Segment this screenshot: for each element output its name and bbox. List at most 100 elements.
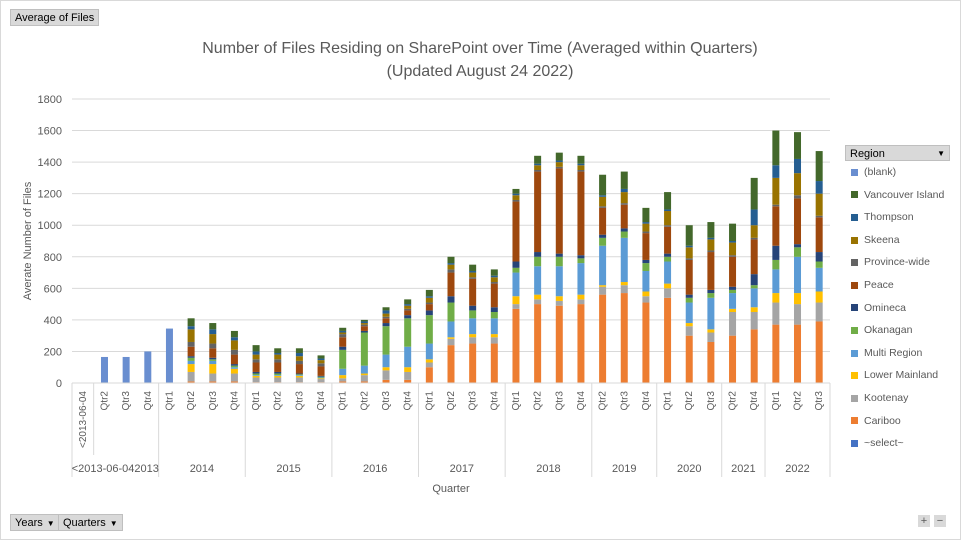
bar-segment-lower-mainland bbox=[469, 334, 477, 338]
dropdown-arrow-icon: ▼ bbox=[109, 519, 118, 528]
bar-segment-okanagan bbox=[490, 312, 498, 319]
legend-item: Vancouver Island bbox=[851, 189, 944, 201]
x-tick-label: Qtr3 bbox=[294, 391, 305, 411]
bar-segment-province-wide bbox=[685, 258, 693, 260]
bar-segment-cariboo bbox=[750, 329, 758, 383]
bar-segment-vancouver-island bbox=[555, 152, 563, 161]
bar-segment-peace bbox=[794, 198, 802, 245]
bar-segment-kootenay bbox=[404, 371, 412, 380]
legend-swatch bbox=[851, 236, 858, 244]
legend-swatch bbox=[851, 417, 858, 425]
bar-segment-thompson bbox=[209, 329, 217, 335]
bar-segment-thompson bbox=[664, 209, 672, 212]
bar-segment-skeena bbox=[490, 277, 498, 283]
bar-segment-thompson bbox=[750, 209, 758, 226]
bar-segment-skeena bbox=[252, 354, 260, 360]
bar-segment-skeena bbox=[295, 356, 303, 361]
year-group-label: 2019 bbox=[612, 463, 636, 475]
x-tick-label: Qtr2 bbox=[99, 391, 110, 411]
bar-segment-thompson bbox=[317, 358, 325, 361]
bar-segment-peace bbox=[209, 348, 217, 358]
bar-segment-vancouver-island bbox=[295, 348, 303, 354]
bar-segment-peace bbox=[187, 346, 195, 357]
bar-segment-vancouver-island bbox=[772, 130, 780, 166]
bar-segment-omineca bbox=[685, 294, 693, 298]
bar-segment-peace bbox=[642, 233, 650, 260]
bar-segment-kootenay bbox=[577, 299, 585, 305]
bar-segment-lower-mainland bbox=[425, 359, 433, 363]
bar-segment-lower-mainland bbox=[577, 294, 585, 300]
bar-segment-omineca bbox=[317, 375, 325, 377]
bar-segment-skeena bbox=[187, 329, 195, 342]
bar-segment-peace bbox=[707, 252, 715, 290]
bar-segment-province-wide bbox=[534, 170, 542, 172]
bar-segment-vancouver-island bbox=[187, 318, 195, 327]
bar-segment-omineca bbox=[707, 289, 715, 294]
bar-segment-okanagan bbox=[815, 261, 823, 268]
bar-segment-lower-mainland bbox=[230, 368, 238, 374]
bar-segment-okanagan bbox=[209, 359, 217, 361]
zoom-in-button[interactable]: + bbox=[918, 515, 930, 527]
bar-segment-peace bbox=[577, 171, 585, 256]
bar-segment-skeena bbox=[707, 239, 715, 251]
legend-swatch bbox=[851, 304, 858, 312]
bar-segment-okanagan bbox=[187, 357, 195, 361]
bar-segment-cariboo bbox=[707, 341, 715, 383]
bar-segment-thompson bbox=[512, 193, 520, 196]
legend-item: (blank) bbox=[851, 166, 896, 178]
bar-segment-lower-mainland bbox=[685, 323, 693, 327]
bar-segment-kootenay bbox=[187, 371, 195, 382]
year-group-label: 2017 bbox=[450, 463, 474, 475]
year-group-label: 2022 bbox=[785, 463, 809, 475]
bar-segment-thompson bbox=[534, 163, 542, 166]
bar-segment-skeena bbox=[729, 242, 737, 256]
bar-segment-vancouver-island bbox=[750, 177, 758, 210]
bar-segment-cariboo bbox=[577, 304, 585, 383]
x-tick-label: Qtr2 bbox=[728, 391, 739, 411]
bar-segment-omineca bbox=[772, 245, 780, 260]
bar-segment-okanagan bbox=[577, 258, 585, 264]
bar-segment-kootenay bbox=[447, 338, 455, 346]
zoom-out-button[interactable]: − bbox=[934, 515, 946, 527]
legend-swatch bbox=[851, 439, 858, 447]
bar-segment-omineca bbox=[404, 315, 412, 319]
bar-segment-blank bbox=[165, 328, 173, 383]
bar-segment-lower-mainland bbox=[642, 291, 650, 297]
legend-swatch bbox=[851, 372, 858, 380]
bar-segment-cariboo bbox=[425, 367, 433, 383]
legend-filter-button[interactable]: Region ▼ bbox=[845, 145, 950, 161]
bar-segment-kootenay bbox=[317, 379, 325, 383]
bar-segment-thompson bbox=[577, 163, 585, 166]
bar-segment-kootenay bbox=[750, 312, 758, 330]
year-group-label: 2021 bbox=[731, 463, 755, 475]
bar-segment-skeena bbox=[794, 173, 802, 196]
legend-label: Cariboo bbox=[864, 414, 901, 427]
x-tick-label: Qtr2 bbox=[186, 391, 197, 411]
bar-segment-kootenay bbox=[425, 362, 433, 368]
years-field-label: Years bbox=[15, 517, 43, 529]
bar-segment-cariboo bbox=[230, 381, 238, 383]
bar-segment-multi-region bbox=[360, 365, 368, 374]
bar-segment-skeena bbox=[317, 360, 325, 364]
years-field-button[interactable]: Years ▼ bbox=[10, 514, 60, 531]
y-tick-label: 0 bbox=[56, 378, 62, 390]
bar-segment-multi-region bbox=[187, 360, 195, 365]
bar-segment-skeena bbox=[534, 165, 542, 170]
quarters-field-button[interactable]: Quarters ▼ bbox=[58, 514, 123, 531]
bar-segment-cariboo bbox=[685, 335, 693, 383]
legend-swatch bbox=[851, 213, 858, 221]
bar-segment-peace bbox=[555, 168, 563, 254]
x-tick-label: Qtr2 bbox=[533, 391, 544, 411]
bar-segment-province-wide bbox=[512, 199, 520, 202]
x-tick-label: Qtr2 bbox=[446, 391, 457, 411]
bar-segment-lower-mainland bbox=[729, 308, 737, 312]
values-field-button[interactable]: Average of Files bbox=[10, 9, 100, 26]
bar-segment-kootenay bbox=[707, 332, 715, 342]
bar-segment-okanagan bbox=[599, 237, 607, 246]
bar-segment-skeena bbox=[750, 225, 758, 238]
bar-segment-okanagan bbox=[642, 263, 650, 271]
bar-segment-skeena bbox=[642, 223, 650, 232]
bar-segment-kootenay bbox=[815, 302, 823, 322]
year-group-label: 2020 bbox=[677, 463, 701, 475]
bar-segment-cariboo bbox=[534, 304, 542, 383]
